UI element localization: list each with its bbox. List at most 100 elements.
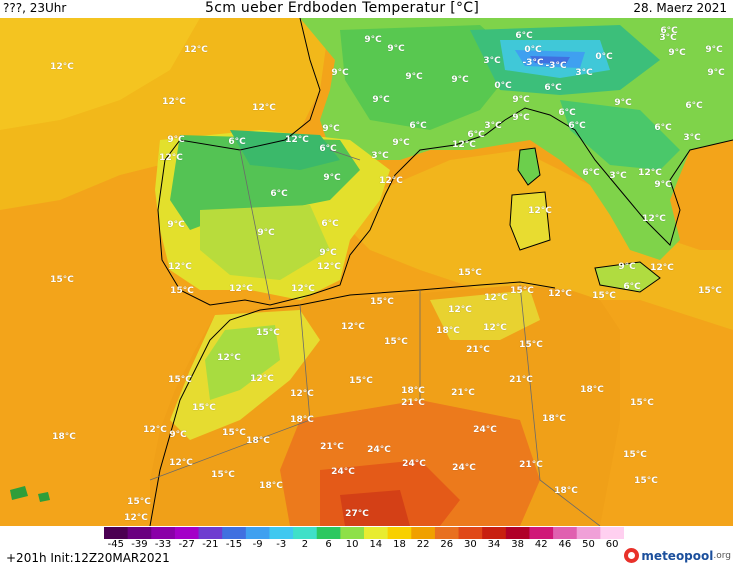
temperature-label: 12°C [638, 168, 662, 178]
temperature-label: 6°C [544, 83, 562, 93]
temperature-label: 12°C [229, 284, 253, 294]
temperature-label: 3°C [575, 68, 593, 78]
temperature-label: 3°C [484, 121, 502, 131]
temperature-label: 12°C [650, 263, 674, 273]
temperature-label: 18°C [542, 414, 566, 424]
temperature-label: 12°C [252, 103, 276, 113]
temperature-label: -3°C [522, 58, 544, 68]
temperature-label: 9°C [614, 98, 632, 108]
temperature-label: 18°C [401, 386, 425, 396]
temperature-label: 12°C [217, 353, 241, 363]
temperature-label: 3°C [683, 133, 701, 143]
color-scale-segment [340, 527, 365, 539]
temperature-label: 6°C [321, 219, 339, 229]
color-scale-segment [600, 527, 624, 539]
temperature-label: 9°C [331, 68, 349, 78]
temperature-label: 15°C [623, 450, 647, 460]
logo-tld: .org [713, 550, 731, 561]
temperature-label: -3°C [545, 61, 567, 71]
temperature-label: 9°C [387, 44, 405, 54]
temperature-label: 15°C [211, 470, 235, 480]
color-scale-tick: -9 [252, 539, 263, 550]
temperature-label: 15°C [192, 403, 216, 413]
temperature-label: 24°C [402, 459, 426, 469]
temperature-label: 18°C [259, 481, 283, 491]
temperature-label: 12°C [483, 323, 507, 333]
temperature-label: 6°C [623, 282, 641, 292]
temperature-label: 15°C [127, 497, 151, 507]
temperature-label: 15°C [50, 275, 74, 285]
temperature-label: 9°C [167, 135, 185, 145]
temperature-label: 9°C [705, 45, 723, 55]
color-scale-tick: 30 [463, 539, 477, 550]
temperature-label: 12°C [484, 293, 508, 303]
temperature-label: 0°C [595, 52, 613, 62]
temperature-label: 9°C [405, 72, 423, 82]
temperature-label: 9°C [169, 430, 187, 440]
temperature-label: 21°C [466, 345, 490, 355]
temperature-label: 6°C [515, 31, 533, 41]
temperature-label: 12°C [341, 322, 365, 332]
color-scale-tick: 38 [511, 539, 524, 550]
color-scale-segment [576, 527, 601, 539]
temperature-label: 12°C [379, 176, 403, 186]
temperature-label: 12°C [528, 206, 552, 216]
forecast-hour: ???, 23Uhr [3, 1, 67, 15]
color-scale-tick: 50 [582, 539, 595, 550]
temperature-label: 15°C [349, 376, 373, 386]
color-scale-tick: -33 [154, 539, 172, 550]
color-scale-segment [364, 527, 389, 539]
temperature-label: 12°C [290, 389, 314, 399]
temperature-label: 15°C [222, 428, 246, 438]
temperature-label: 6°C [582, 168, 600, 178]
color-scale-segment [505, 527, 530, 539]
temperature-label: 15°C [256, 328, 280, 338]
temperature-label: 15°C [519, 340, 543, 350]
temperature-label: 12°C [169, 458, 193, 468]
color-scale-segment [434, 527, 460, 539]
color-scale-segment [245, 527, 270, 539]
temperature-label: 0°C [494, 81, 512, 91]
temperature-label: 18°C [52, 432, 76, 442]
color-scale-tick: 46 [558, 539, 572, 550]
temperature-label: 15°C [170, 286, 194, 296]
color-scale-segment [174, 527, 200, 539]
color-scale-tick: -39 [131, 539, 148, 550]
temperature-label: 15°C [384, 337, 408, 347]
temperature-label: 21°C [519, 460, 543, 470]
temperature-label: 18°C [580, 385, 604, 395]
temperature-label: 0°C [524, 45, 542, 55]
model-run-info: +201h Init:12Z20MAR2021 [6, 551, 170, 565]
color-scale-tick: 34 [487, 539, 501, 550]
temperature-label: 12°C [50, 62, 74, 72]
temperature-label: 15°C [698, 286, 722, 296]
temperature-label: 9°C [512, 95, 530, 105]
temperature-label: 12°C [642, 214, 666, 224]
temperature-label: 21°C [509, 375, 533, 385]
color-scale-segment [482, 527, 507, 539]
temperature-map: 12°C 12°C 12°C 12°C 9°C 9°C 9°C 9°C 9°C 9°C 9°C 6°C… [0, 18, 733, 526]
temperature-label: 27°C [345, 509, 369, 519]
temperature-label: 9°C [372, 95, 390, 105]
color-scale-segment [411, 527, 436, 539]
temperature-label: 9°C [618, 262, 636, 272]
temperature-label: 9°C [707, 68, 725, 78]
temperature-label: 6°C [228, 137, 246, 147]
temperature-label: 12°C [291, 284, 315, 294]
temperature-label: 21°C [320, 442, 344, 452]
temperature-label: 3°C [483, 56, 501, 66]
temperature-label: 6°C [660, 26, 678, 36]
temperature-label: 9°C [451, 75, 469, 85]
temperature-label: 9°C [668, 48, 686, 58]
color-scale [104, 527, 624, 539]
temperature-label: 6°C [654, 123, 672, 133]
color-scale-tick: -27 [178, 539, 195, 550]
temperature-label: 6°C [319, 144, 337, 154]
temperature-label: 18°C [290, 415, 314, 425]
temperature-label: 15°C [630, 398, 654, 408]
color-scale-segment [553, 527, 578, 539]
temperature-label: 6°C [467, 130, 485, 140]
color-scale-labels: -45 -39 -33 -27 -21 -15 -9 -3 2 6 10 14 18 22 26 30 34 38… [104, 539, 624, 553]
meteopool-logo[interactable]: meteopool .org [624, 547, 731, 564]
color-scale-tick: 6 [325, 539, 332, 550]
